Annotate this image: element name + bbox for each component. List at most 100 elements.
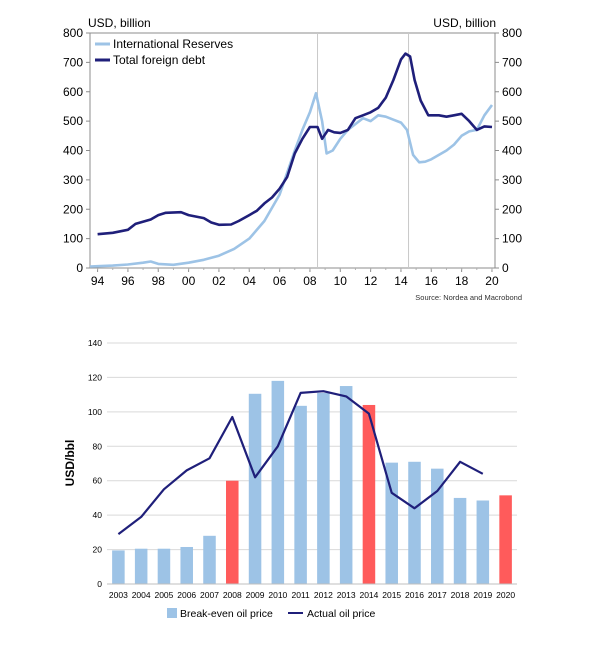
x-tick-label: 98 — [152, 274, 166, 288]
right-axis-title: USD, billion — [433, 16, 496, 30]
right-y-tick-label: 700 — [502, 55, 522, 69]
y-tick-label: 120 — [88, 372, 102, 382]
x-tick-label: 2006 — [177, 590, 196, 600]
bar-2015 — [385, 462, 398, 584]
x-tick-label: 2004 — [132, 590, 151, 600]
gridlines — [107, 342, 517, 551]
x-tick-label: 96 — [121, 274, 135, 288]
right-y-ticks: 0 100 200 300 400 500 600 700 800 — [495, 26, 522, 275]
legend-label-reserves: International Reserves — [113, 37, 233, 51]
bar-2014 — [362, 404, 376, 584]
x-tick-label: 2011 — [291, 590, 310, 600]
left-y-tick-label: 200 — [63, 202, 83, 216]
left-y-ticks: 0 100 200 300 400 500 600 700 800 — [63, 26, 90, 275]
bar-2016 — [408, 461, 421, 584]
y-ticks: 0 20 40 60 80 100 120 140 — [88, 338, 102, 589]
x-tick-label: 2016 — [405, 590, 424, 600]
x-tick-label: 2020 — [496, 590, 515, 600]
y-tick-label: 60 — [93, 476, 103, 486]
x-tick-label: 10 — [334, 274, 348, 288]
legend: International Reserves Total foreign deb… — [95, 37, 233, 67]
top-chart: USD, billion USD, billion 01002003004005… — [63, 16, 522, 302]
right-y-tick-label: 0 — [502, 261, 509, 275]
right-y-tick-label: 100 — [502, 232, 522, 246]
bar-2007 — [203, 535, 216, 584]
legend-label-debt: Total foreign debt — [113, 53, 206, 67]
right-y-tick-label: 300 — [502, 173, 522, 187]
x-tick-label: 2009 — [246, 590, 265, 600]
bar-2009 — [248, 393, 262, 584]
bar-2008 — [226, 480, 239, 584]
actual-oil-price-path — [117, 390, 484, 535]
right-y-tick-label: 500 — [502, 114, 522, 128]
x-tick-label: 12 — [364, 274, 378, 288]
x-tick-label: 14 — [394, 274, 408, 288]
bar-2017 — [431, 468, 444, 584]
debt-line — [97, 52, 493, 236]
x-ticks: 94 96 98 00 02 04 06 08 10 12 14 16 18 20 — [91, 268, 499, 288]
event-lines — [317, 33, 410, 268]
left-y-tick-label: 500 — [63, 114, 83, 128]
y-tick-label: 80 — [93, 441, 103, 451]
legend-label-actual: Actual oil price — [307, 608, 375, 620]
x-ticks: 2003 2004 2005 2006 2007 2008 2009 2010 2011 2012… — [109, 590, 515, 600]
x-tick-label: 20 — [485, 274, 499, 288]
bar-2004 — [134, 548, 148, 584]
y-tick-label: 100 — [88, 407, 102, 417]
bar-2003 — [112, 550, 125, 584]
left-y-tick-label: 400 — [63, 144, 83, 158]
actual-oil-price-line — [117, 390, 484, 535]
x-tick-label: 94 — [91, 274, 105, 288]
right-y-tick-label: 600 — [502, 85, 522, 99]
x-tick-label: 2019 — [473, 590, 492, 600]
x-tick-label: 2007 — [200, 590, 219, 600]
x-tick-label: 02 — [212, 274, 226, 288]
reserves-line — [89, 91, 494, 268]
bar-2006 — [180, 546, 193, 584]
bar-2012 — [317, 392, 330, 584]
right-y-tick-label: 800 — [502, 26, 522, 40]
x-tick-label: 04 — [243, 274, 257, 288]
left-y-tick-label: 700 — [63, 55, 83, 69]
x-tick-label: 2015 — [382, 590, 401, 600]
x-tick-label: 00 — [182, 274, 196, 288]
y-tick-label: 40 — [93, 510, 103, 520]
bar-2013 — [339, 386, 353, 584]
x-tick-label: 2005 — [154, 590, 173, 600]
left-y-tick-label: 800 — [63, 26, 83, 40]
bar-2010 — [271, 380, 285, 584]
left-y-tick-label: 0 — [76, 261, 83, 275]
legend: Break-even oil price Actual oil price — [167, 608, 375, 620]
legend-swatch-break-even — [167, 608, 177, 618]
plot-frame — [89, 32, 496, 269]
right-y-tick-label: 200 — [502, 202, 522, 216]
x-tick-label: 18 — [455, 274, 469, 288]
right-y-tick-label: 400 — [502, 144, 522, 158]
x-tick-label: 2014 — [359, 590, 378, 600]
series-lines — [89, 52, 494, 268]
x-tick-label: 2018 — [451, 590, 470, 600]
x-tick-label: 2008 — [223, 590, 242, 600]
left-y-tick-label: 600 — [63, 85, 83, 99]
source-note: Source: Nordea and Macrobond — [415, 293, 522, 302]
y-tick-label: 20 — [93, 545, 103, 555]
y-axis-label: USD/bbl — [63, 440, 77, 487]
x-tick-label: 2012 — [314, 590, 333, 600]
y-tick-label: 0 — [97, 579, 102, 589]
bar-2018 — [453, 497, 467, 584]
left-axis-title: USD, billion — [88, 16, 151, 30]
x-tick-label: 2010 — [268, 590, 287, 600]
bars — [112, 380, 512, 584]
x-tick-label: 06 — [273, 274, 287, 288]
left-y-tick-label: 100 — [63, 232, 83, 246]
x-tick-label: 2003 — [109, 590, 128, 600]
bar-2011 — [294, 405, 307, 584]
x-tick-label: 08 — [303, 274, 317, 288]
y-tick-label: 140 — [88, 338, 102, 348]
x-tick-label: 2017 — [428, 590, 447, 600]
bar-2005 — [157, 548, 171, 584]
x-tick-label: 2013 — [337, 590, 356, 600]
